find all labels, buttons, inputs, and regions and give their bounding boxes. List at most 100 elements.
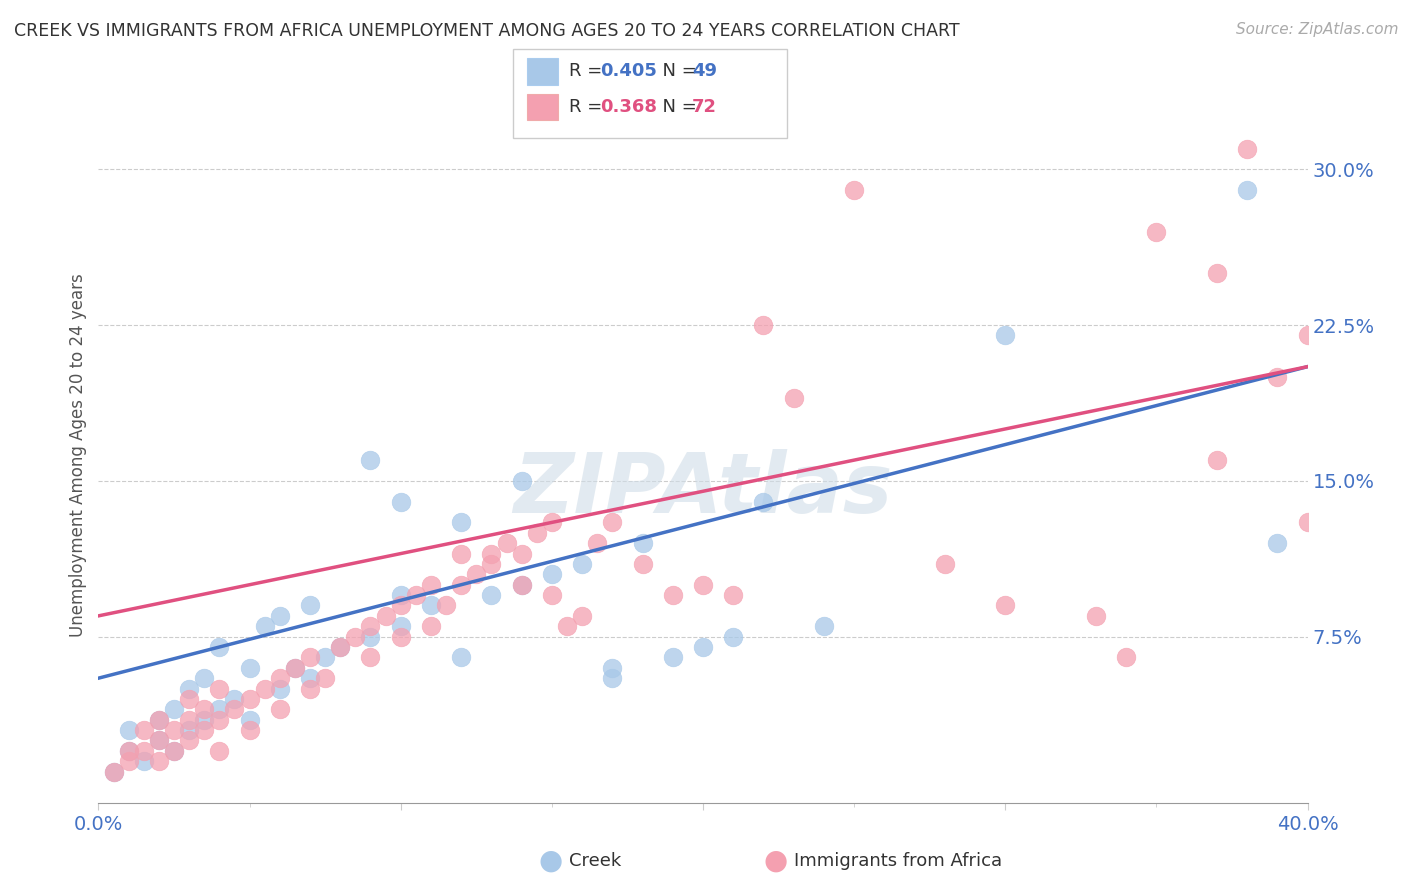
Text: ●: ●	[763, 847, 787, 875]
Point	[148, 733, 170, 747]
Text: CREEK VS IMMIGRANTS FROM AFRICA UNEMPLOYMENT AMONG AGES 20 TO 24 YEARS CORRELATI: CREEK VS IMMIGRANTS FROM AFRICA UNEMPLOY…	[14, 22, 960, 40]
Point	[239, 692, 262, 706]
Point	[208, 744, 231, 758]
Point	[177, 733, 201, 747]
Point	[224, 692, 246, 706]
Point	[269, 681, 291, 696]
Point	[148, 754, 170, 768]
Point	[208, 640, 231, 654]
Point	[163, 702, 186, 716]
Text: ●: ●	[538, 847, 562, 875]
Point	[360, 650, 382, 665]
Point	[405, 588, 427, 602]
Text: Immigrants from Africa: Immigrants from Africa	[794, 852, 1002, 870]
Point	[314, 650, 336, 665]
Point	[481, 547, 503, 561]
Point	[465, 567, 488, 582]
Point	[239, 723, 262, 738]
Point	[450, 650, 472, 665]
Point	[510, 578, 533, 592]
Point	[284, 661, 307, 675]
Point	[239, 661, 262, 675]
Point	[208, 713, 231, 727]
Point	[631, 557, 654, 571]
Point	[177, 681, 201, 696]
Point	[389, 619, 412, 633]
Point	[419, 619, 441, 633]
Text: R =: R =	[569, 62, 609, 80]
Point	[193, 723, 215, 738]
Point	[721, 588, 744, 602]
Point	[329, 640, 352, 654]
Point	[1236, 142, 1258, 156]
Point	[602, 516, 624, 530]
Text: 49: 49	[692, 62, 717, 80]
Point	[692, 640, 714, 654]
Point	[813, 619, 835, 633]
Point	[118, 754, 141, 768]
Point	[540, 516, 562, 530]
Point	[782, 391, 804, 405]
Point	[1265, 370, 1288, 384]
Point	[299, 650, 322, 665]
Text: N =: N =	[651, 98, 703, 116]
Point	[389, 494, 412, 508]
Point	[419, 599, 441, 613]
Point	[495, 536, 517, 550]
Point	[721, 630, 744, 644]
Point	[450, 547, 472, 561]
Point	[374, 608, 396, 623]
Point	[208, 702, 231, 716]
Point	[253, 681, 276, 696]
Point	[571, 608, 593, 623]
Text: Source: ZipAtlas.com: Source: ZipAtlas.com	[1236, 22, 1399, 37]
Point	[1085, 608, 1108, 623]
Point	[269, 608, 291, 623]
Point	[1296, 516, 1319, 530]
Point	[148, 733, 170, 747]
Text: ZIPAtlas: ZIPAtlas	[513, 450, 893, 530]
Point	[344, 630, 367, 644]
Point	[299, 671, 322, 685]
Point	[269, 671, 291, 685]
Point	[177, 692, 201, 706]
Point	[450, 516, 472, 530]
Text: 72: 72	[692, 98, 717, 116]
Point	[752, 494, 775, 508]
Point	[118, 744, 141, 758]
Point	[148, 713, 170, 727]
Point	[434, 599, 457, 613]
Point	[661, 588, 683, 602]
Point	[1144, 225, 1167, 239]
Point	[571, 557, 593, 571]
Point	[510, 474, 533, 488]
Point	[193, 671, 215, 685]
Point	[844, 183, 866, 197]
Text: 0.405: 0.405	[600, 62, 657, 80]
Point	[269, 702, 291, 716]
Point	[239, 713, 262, 727]
Point	[389, 588, 412, 602]
Point	[193, 713, 215, 727]
Point	[1236, 183, 1258, 197]
Point	[389, 630, 412, 644]
Point	[208, 681, 231, 696]
Point	[510, 547, 533, 561]
Point	[481, 588, 503, 602]
Point	[360, 630, 382, 644]
Point	[586, 536, 609, 550]
Point	[555, 619, 578, 633]
Point	[526, 525, 548, 540]
Point	[177, 723, 201, 738]
Point	[103, 764, 125, 779]
Text: Creek: Creek	[569, 852, 621, 870]
Point	[389, 599, 412, 613]
Point	[163, 723, 186, 738]
Point	[299, 599, 322, 613]
Point	[1265, 536, 1288, 550]
Point	[450, 578, 472, 592]
Point	[329, 640, 352, 654]
Point	[540, 567, 562, 582]
Point	[1115, 650, 1137, 665]
Point	[360, 619, 382, 633]
